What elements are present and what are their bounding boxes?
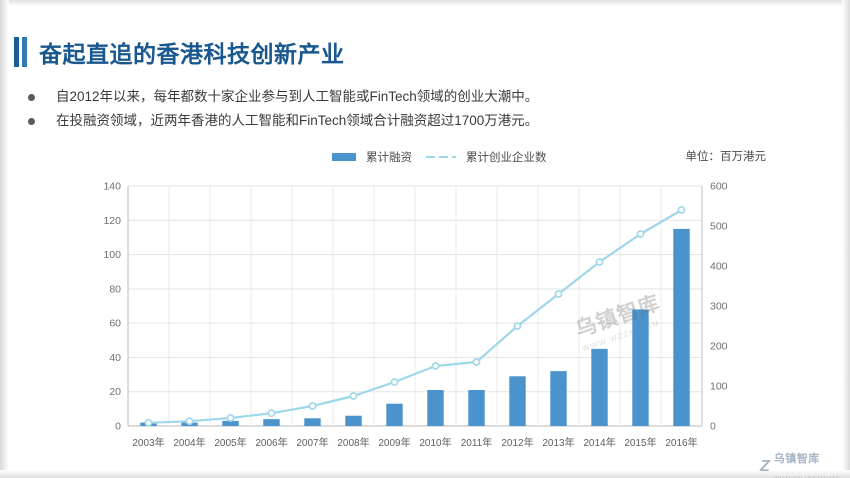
svg-text:500: 500 [710, 221, 728, 233]
chart-unit-note: 单位：百万港元 [685, 151, 767, 163]
svg-text:300: 300 [710, 301, 728, 313]
svg-text:2012年: 2012年 [501, 436, 533, 449]
chart-plot-area: 0 20 40 60 80 100 120 140 0 100 200 300 400 500 600 200… [100, 178, 770, 470]
bullet-dot-icon [28, 118, 35, 125]
page-edge-bottom [0, 470, 850, 478]
svg-text:2005年: 2005年 [214, 436, 246, 449]
svg-text:2015年: 2015年 [624, 436, 656, 449]
svg-text:20: 20 [109, 386, 121, 398]
svg-text:60: 60 [109, 318, 121, 330]
svg-text:2003年: 2003年 [132, 436, 164, 449]
svg-text:200: 200 [710, 341, 728, 353]
svg-text:400: 400 [710, 261, 728, 273]
svg-text:2008年: 2008年 [337, 436, 369, 449]
page-title: 奋起直追的香港科技创新产业 [39, 41, 345, 67]
svg-text:100: 100 [103, 249, 121, 261]
svg-text:140: 140 [103, 181, 121, 193]
legend-label-bar: 累计融资 [366, 152, 412, 164]
svg-text:2007年: 2007年 [296, 436, 328, 449]
svg-text:2016年: 2016年 [665, 436, 697, 449]
legend-swatch-line-icon [426, 152, 456, 162]
svg-text:80: 80 [109, 283, 121, 295]
legend-label-line: 累计创业企业数 [466, 152, 547, 164]
svg-text:2009年: 2009年 [378, 436, 410, 449]
chart-container: 累计融资 累计创业企业数 单位：百万港元 0 20 40 60 80 100 120 140 0… [100, 140, 770, 470]
svg-text:2014年: 2014年 [583, 436, 615, 449]
page-edge-right [842, 0, 850, 478]
svg-text:2010年: 2010年 [419, 436, 451, 449]
logo-name: 乌镇智库 [773, 453, 820, 465]
chart-svg: 0 20 40 60 80 100 120 140 0 100 200 300 400 500 600 200… [103, 181, 728, 450]
svg-text:600: 600 [710, 181, 728, 193]
svg-text:0: 0 [710, 421, 716, 433]
svg-text:2013年: 2013年 [542, 436, 574, 449]
slide-header: 奋起直追的香港科技创新产业 [14, 36, 345, 68]
svg-text:40: 40 [109, 352, 121, 364]
svg-text:2011年: 2011年 [461, 436, 493, 449]
svg-text:0: 0 [115, 421, 121, 433]
svg-text:2004年: 2004年 [173, 436, 205, 449]
title-accent-bars-icon [14, 37, 27, 67]
bullet-list: 自2012年以来，每年都数十家企业参与到人工智能或FinTech领域的创业大潮中… [28, 88, 728, 136]
list-item: 在投融资领域，近两年香港的人工智能和FinTech领域合计融资超过1700万港元… [28, 112, 728, 130]
bullet-dot-icon [28, 94, 35, 101]
list-item: 自2012年以来，每年都数十家企业参与到人工智能或FinTech领域的创业大潮中… [28, 88, 728, 106]
page-edge-left [0, 0, 9, 478]
bullet-text: 在投融资领域，近两年香港的人工智能和FinTech领域合计融资超过1700万港元… [56, 113, 539, 128]
bullet-text: 自2012年以来，每年都数十家企业参与到人工智能或FinTech领域的创业大潮中… [56, 89, 539, 104]
legend-swatch-bar-icon [332, 153, 356, 161]
svg-text:100: 100 [710, 381, 728, 393]
page-edge-top [0, 0, 850, 6]
svg-text:2006年: 2006年 [255, 436, 287, 449]
chart-legend: 累计融资 累计创业企业数 [332, 149, 547, 165]
svg-text:120: 120 [103, 215, 121, 227]
